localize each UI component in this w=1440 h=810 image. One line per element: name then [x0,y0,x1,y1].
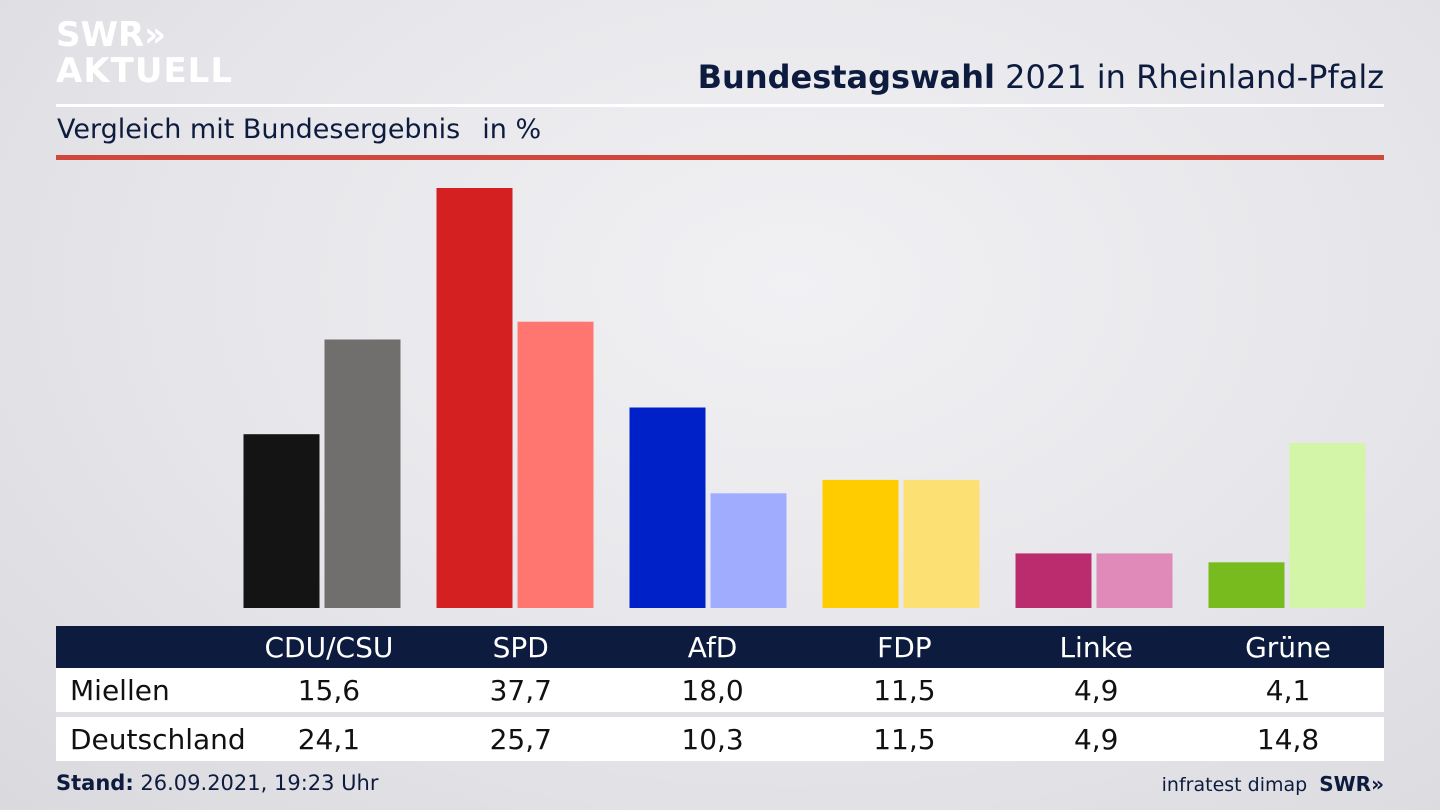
bar-fdp-miellen [822,479,899,608]
bar-gr-ne-deutschland [1289,443,1366,608]
party-header: CDU/CSU [233,626,425,668]
bar-fdp-deutschland [903,479,980,608]
source-text: infratest dimap [1161,774,1308,796]
party-header: Linke [1000,626,1193,668]
stand-label: Stand: [56,771,134,795]
value-cell: 18,0 [616,668,809,712]
unit-label: in % [482,114,542,145]
value-cell: 15,6 [233,668,425,712]
value-cell: 24,1 [233,712,425,761]
party-header: AfD [616,626,809,668]
stand-value: 26.09.2021, 19:23 Uhr [133,771,379,795]
row-label: Miellen [56,668,233,712]
value-cell: 14,8 [1192,712,1384,761]
bar-cdu-csu-miellen [243,434,320,608]
value-cell: 37,7 [424,668,617,712]
bar-afd-miellen [629,407,706,608]
chart-subtitle: Vergleich mit Bundesergebnis in % [57,114,541,145]
chart-title: Bundestagswahl 2021 in Rheinland-Pfalz [698,58,1384,96]
value-cell: 4,9 [1000,712,1193,761]
bar-afd-deutschland [710,493,787,608]
bar-linke-deutschland [1096,553,1173,608]
value-cell: 11,5 [808,712,1001,761]
chart-title-bold: Bundestagswahl [697,58,995,96]
party-header: SPD [424,626,617,668]
title-divider [56,104,1384,107]
value-cell: 4,9 [1000,668,1193,712]
logo-line-2: AKTUELL [56,51,234,91]
value-cell: 4,1 [1192,668,1384,712]
timestamp: Stand: 26.09.2021, 19:23 Uhr [56,771,379,795]
value-cell: 11,5 [808,668,1001,712]
table-row: Miellen 15,6 37,7 18,0 11,5 4,9 4,1 [56,668,1384,712]
header-empty-cell [56,626,233,668]
bar-spd-deutschland [517,321,594,608]
value-cell: 10,3 [616,712,809,761]
row-label: Deutschland [56,712,246,761]
bar-chart [243,188,1366,608]
logo-line-1: SWR» [56,15,167,55]
table-header-row: CDU/CSU SPD AfD FDP Linke Grüne [56,626,1384,668]
party-header: Grüne [1192,626,1384,668]
chart-title-rest: 2021 in Rheinland-Pfalz [995,58,1384,96]
subtitle-text: Vergleich mit Bundesergebnis [57,114,461,145]
bar-spd-miellen [436,188,513,608]
bar-gr-ne-miellen [1208,562,1285,608]
subtitle-divider [56,155,1384,160]
value-cell: 25,7 [424,712,617,761]
results-table: CDU/CSU SPD AfD FDP Linke Grüne Miellen … [56,626,1384,761]
bar-linke-miellen [1015,553,1092,608]
table-row: Deutschland 24,1 25,7 10,3 11,5 4,9 14,8 [56,712,1384,761]
source-credit: infratest dimap SWR» [1162,772,1384,796]
bar-cdu-csu-deutschland [324,339,401,608]
party-header: FDP [808,626,1001,668]
swr-logo-small: SWR» [1319,772,1384,796]
swr-aktuell-logo: SWR» AKTUELL [56,18,233,88]
